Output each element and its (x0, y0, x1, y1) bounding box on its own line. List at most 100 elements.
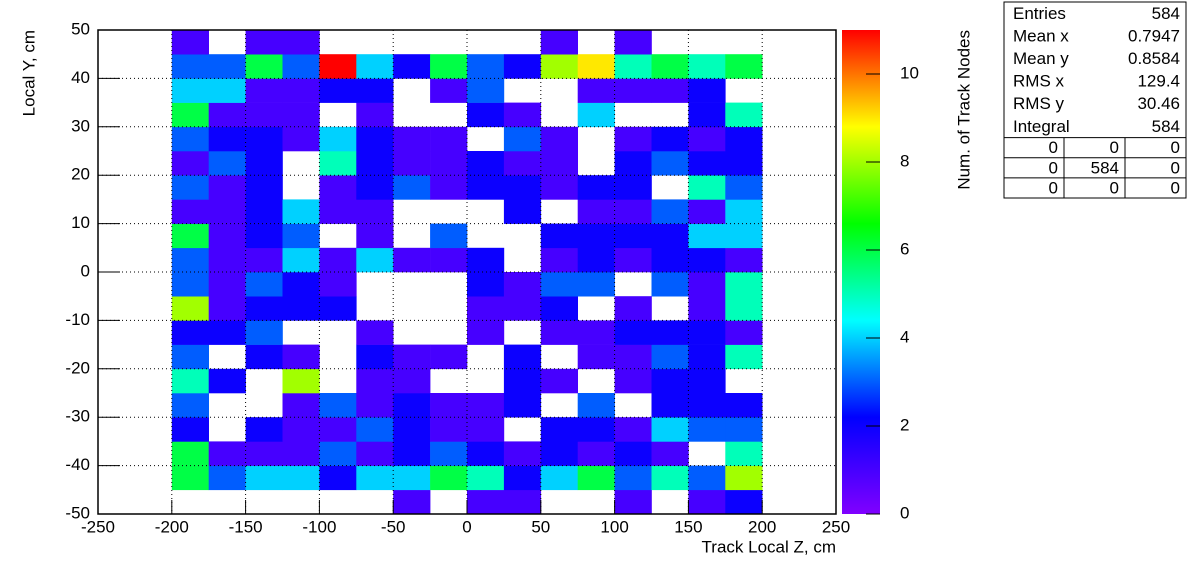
heatmap-cell (503, 441, 542, 466)
heatmap-cell (541, 199, 578, 224)
z-tick-label: 2 (900, 415, 909, 434)
heatmap-cell (319, 151, 357, 176)
heatmap-cell (319, 465, 357, 491)
heatmap-cell (208, 151, 246, 176)
heatmap-cell (171, 175, 209, 200)
heatmap-cell (615, 393, 652, 418)
heatmap-cell (283, 490, 320, 515)
heatmap-cell (356, 344, 394, 370)
heatmap-cell (688, 30, 725, 55)
heatmap-cell (393, 320, 430, 345)
heatmap-cell (319, 490, 356, 515)
heatmap-cell (245, 151, 283, 176)
heatmap-cell (245, 247, 283, 273)
heatmap-cell (393, 54, 431, 79)
stats-label: Integral (1013, 117, 1070, 136)
heatmap-cell (651, 393, 689, 418)
heatmap-cell (467, 224, 504, 249)
heatmap-cell (725, 223, 763, 249)
heatmap-cell (171, 320, 209, 345)
heatmap-cell (393, 272, 430, 297)
heatmap-cell (356, 199, 394, 224)
heatmap-cell (467, 441, 505, 466)
heatmap-cell (503, 368, 542, 394)
stats-label: Entries (1013, 4, 1066, 23)
heatmap-cell (725, 54, 763, 79)
heatmap-cell (614, 78, 652, 103)
heatmap-cell (171, 223, 209, 249)
x-tick-label: -50 (381, 517, 406, 536)
heatmap-cell (208, 102, 246, 128)
heatmap-cell (652, 30, 689, 55)
heatmap-cell (319, 247, 357, 273)
heatmap-cell (503, 393, 542, 418)
heatmap-cell (540, 126, 578, 152)
heatmap-cell (245, 199, 283, 224)
heatmap-cell (651, 247, 689, 273)
heatmap-cell (467, 78, 505, 103)
heatmap-cell (651, 441, 689, 466)
heatmap-cell (356, 417, 394, 442)
heatmap-cell (652, 490, 689, 515)
heatmap-cell (614, 344, 652, 370)
heatmap-cell (651, 199, 689, 224)
heatmap-cell (430, 344, 468, 370)
heatmap-cell (430, 490, 467, 515)
heatmap-cell (688, 393, 726, 418)
heatmap-cell (393, 296, 430, 321)
heatmap-cell (282, 126, 320, 152)
heatmap-cell (209, 490, 246, 515)
heatmap-cell (688, 175, 726, 200)
heatmap-cell (245, 223, 283, 249)
heatmap-cell (651, 78, 689, 103)
heatmap-cell (614, 30, 652, 55)
stats-value: 0.8584 (1128, 49, 1180, 68)
heatmap-cell (245, 175, 283, 200)
heatmap-cell (578, 30, 615, 55)
heatmap-cell (319, 296, 357, 321)
x-tick-label: 100 (600, 517, 628, 536)
heatmap-cell (504, 30, 541, 55)
x-tick-label: -150 (229, 517, 263, 536)
heatmap-cell (467, 102, 505, 128)
heatmap-cell (615, 103, 652, 128)
stats-cell: 0 (1110, 178, 1119, 197)
heatmap-cell (577, 272, 615, 297)
heatmap-cell (577, 54, 615, 79)
x-tick-label: 50 (531, 517, 550, 536)
heatmap-cell (467, 247, 505, 273)
heatmap-cell (503, 175, 542, 200)
heatmap-cell (245, 417, 283, 442)
heatmap-cell (725, 344, 763, 370)
heatmap-cell (467, 175, 505, 200)
heatmap-cell (430, 78, 468, 103)
heatmap-cell (725, 465, 763, 491)
heatmap-cell (467, 151, 505, 176)
heatmap-cell (282, 417, 320, 442)
heatmap-cell (245, 126, 283, 152)
heatmap-cell (430, 320, 467, 345)
heatmap-cell (725, 369, 762, 394)
heatmap-cell (245, 441, 283, 466)
heatmap-cell (614, 320, 652, 345)
heatmap-cell (503, 489, 542, 515)
y-tick-label: -30 (65, 407, 90, 426)
heatmap-cell (171, 30, 209, 55)
heatmap-cell (393, 126, 431, 152)
heatmap-cell (356, 78, 394, 103)
heatmap-cell (171, 393, 209, 418)
heatmap-cell (319, 224, 356, 249)
heatmap-cell (319, 441, 357, 466)
heatmap-cell (319, 199, 357, 224)
heatmap-cell (651, 126, 689, 152)
heatmap-cell (246, 393, 283, 418)
heatmap-cell (467, 199, 504, 224)
stats-cell: 0 (1171, 178, 1180, 197)
heatmap-cell (725, 102, 763, 128)
heatmap-cell (467, 272, 505, 297)
heatmap-cell (430, 296, 467, 321)
heatmap-cell (393, 151, 431, 176)
heatmap-cell (467, 345, 504, 370)
heatmap-cell (282, 78, 320, 103)
x-tick-label: 250 (822, 517, 850, 536)
